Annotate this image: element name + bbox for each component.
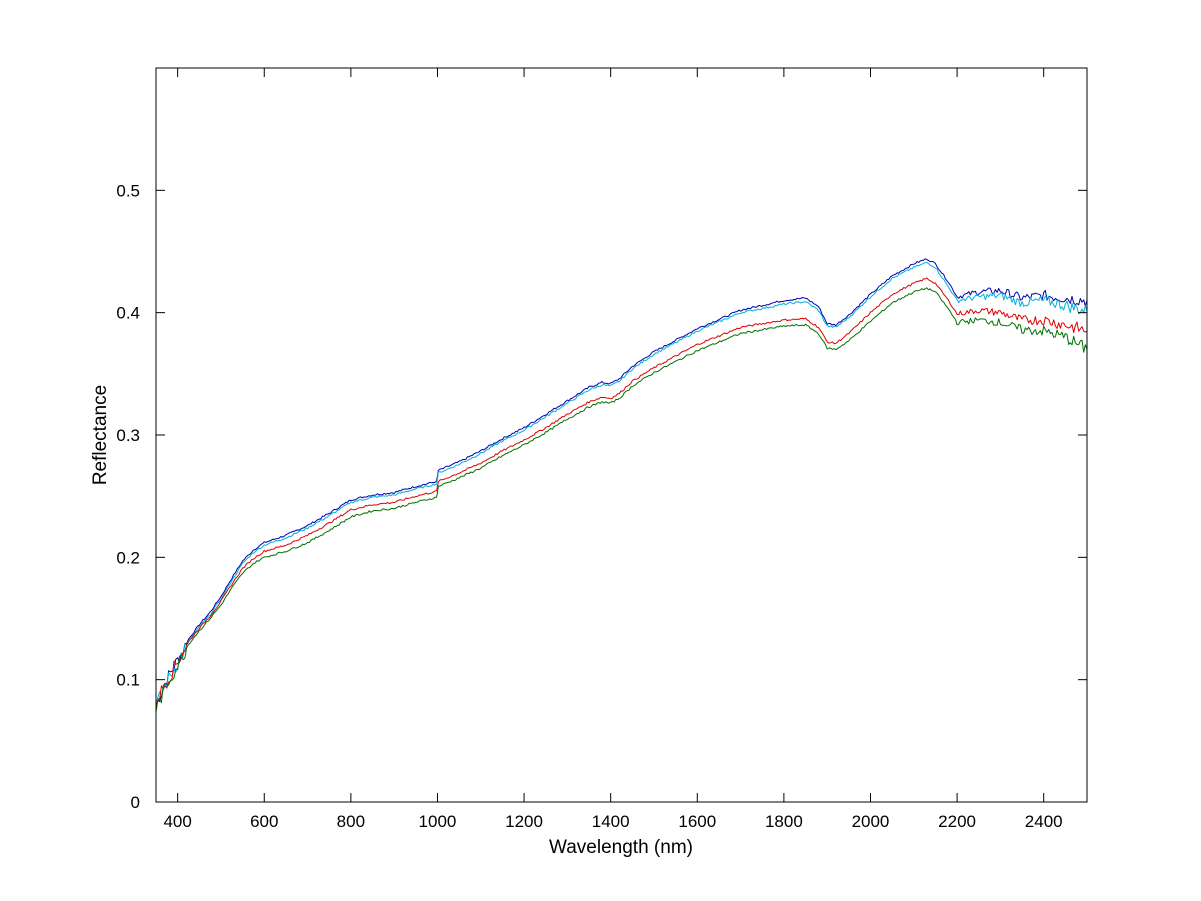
y-tick-label-0.3: 0.3 xyxy=(116,426,140,445)
x-tick-label-400: 400 xyxy=(163,812,191,831)
y-tick-label-0.4: 0.4 xyxy=(116,304,140,323)
x-axis-label: Wavelength (nm) xyxy=(549,837,693,858)
x-tick-label-1200: 1200 xyxy=(505,812,543,831)
x-tick-label-2200: 2200 xyxy=(938,812,976,831)
y-tick-label-0: 0 xyxy=(131,793,140,812)
series-line-1 xyxy=(155,258,1088,705)
x-tick-label-2400: 2400 xyxy=(1025,812,1063,831)
series-line-2 xyxy=(155,262,1088,706)
y-axis-label: Reflectance xyxy=(90,385,111,485)
x-tick-label-600: 600 xyxy=(250,812,278,831)
axes-background xyxy=(156,68,1087,802)
x-tick-label-1600: 1600 xyxy=(678,812,716,831)
series-layer xyxy=(155,258,1088,713)
y-tick-label-0.2: 0.2 xyxy=(116,548,140,567)
x-tick-label-1000: 1000 xyxy=(419,812,457,831)
y-tick-label-0.5: 0.5 xyxy=(116,181,140,200)
y-tick-label-0.1: 0.1 xyxy=(116,671,140,690)
series-line-3 xyxy=(155,277,1088,707)
x-tick-label-1800: 1800 xyxy=(765,812,803,831)
series-line-4 xyxy=(155,287,1088,713)
tick-layer: 400 600 800 1000 1200 1400 1600 1800 2000 2200 240… xyxy=(116,68,1087,831)
x-tick-label-800: 800 xyxy=(337,812,365,831)
axes-frame xyxy=(155,67,1088,803)
x-tick-label-2000: 2000 xyxy=(852,812,890,831)
x-tick-label-1400: 1400 xyxy=(592,812,630,831)
